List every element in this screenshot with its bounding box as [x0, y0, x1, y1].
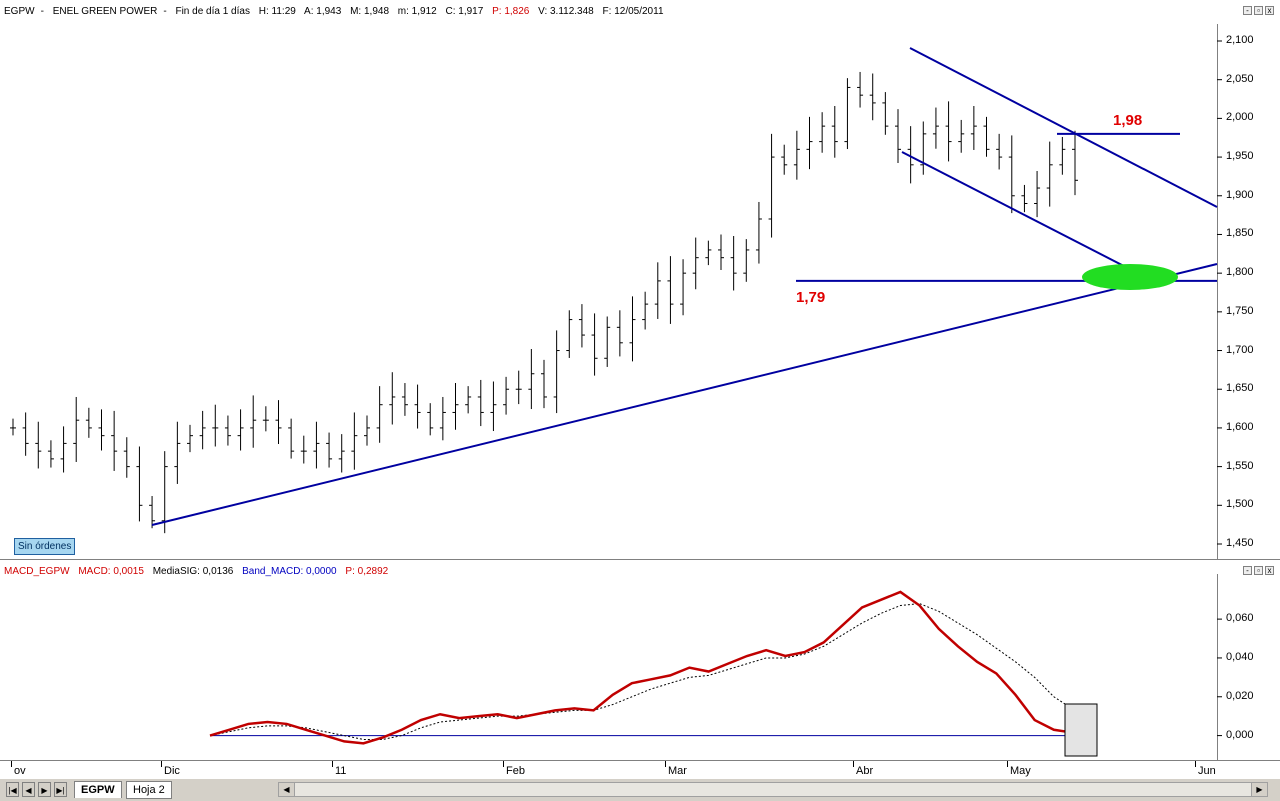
- date-axis: ov Dic 11 Feb Mar Abr May Jun: [0, 760, 1280, 779]
- price-tick-label: 2,000: [1226, 111, 1254, 124]
- date-tick-mark: [503, 761, 504, 767]
- header-symbol: EGPW: [4, 6, 35, 17]
- highlight-ellipse: [1082, 264, 1178, 290]
- date-tick-mark: [11, 761, 12, 767]
- upper-channel-line: [909, 47, 1218, 208]
- macd-band: Band_MACD: 0,0000: [242, 566, 337, 577]
- date-tick-mark: [1195, 761, 1196, 767]
- header-name: ENEL GREEN POWER: [52, 6, 158, 17]
- header-p: P: 1,826: [492, 6, 530, 17]
- price-tick-label: 2,100: [1226, 34, 1254, 46]
- macd-tick-label: 0,040: [1226, 650, 1254, 663]
- macd-tick-label: 0,000: [1226, 728, 1254, 741]
- header-v: V: 3.112.348: [538, 6, 594, 17]
- macd-line: [209, 590, 1074, 745]
- scroll-right-icon[interactable]: ▶: [1251, 783, 1267, 796]
- price-tick-label: 1,850: [1226, 227, 1254, 240]
- date-tick-label: ov: [14, 765, 26, 777]
- horizontal-scrollbar[interactable]: ◀ ▶: [278, 782, 1268, 797]
- last-sheet-button[interactable]: ▶|: [54, 782, 67, 797]
- macd-tick-label: 0,020: [1226, 689, 1254, 702]
- date-tick-label: May: [1010, 765, 1031, 777]
- tab-hoja-2[interactable]: Hoja 2: [126, 781, 172, 799]
- price-tick-label: 1,900: [1226, 188, 1254, 201]
- header-a: A: 1,943: [304, 6, 342, 17]
- price-chart-pane[interactable]: EGPW - ENEL GREEN POWER - Fin de día 1 día…: [0, 0, 1280, 560]
- price-axis-divider: [1217, 24, 1218, 560]
- macd-close-button[interactable]: x: [1265, 566, 1274, 575]
- price-tick-label: 1,500: [1226, 498, 1254, 511]
- macd-media: MediaSIG: 0,0136: [152, 566, 234, 577]
- macd-p: P: 0,2892: [345, 566, 389, 577]
- sin-ordenes-button[interactable]: Sin órdenes: [14, 538, 76, 555]
- date-tick-label: Jun: [1198, 765, 1216, 777]
- macd-chart-pane[interactable]: MACD_EGPW MACD: 0,0015 MediaSIG: 0,0136 …: [0, 560, 1280, 760]
- level-low-label: 1,79: [796, 289, 825, 306]
- macd-value: MACD: 0,0015: [78, 566, 144, 577]
- date-tick-label: Abr: [856, 765, 874, 777]
- header-period: Fin de día 1 días: [175, 6, 250, 17]
- price-tick-label: 1,550: [1226, 459, 1254, 472]
- macd-minimize-button[interactable]: -: [1243, 566, 1252, 575]
- scroll-left-icon[interactable]: ◀: [279, 783, 295, 796]
- macd-restore-button[interactable]: ▫: [1254, 566, 1263, 575]
- date-tick-mark: [161, 761, 162, 767]
- next-sheet-button[interactable]: ▶: [38, 782, 51, 797]
- macd-signal-line: [209, 603, 1074, 740]
- header-m: M: 1,948: [350, 6, 390, 17]
- prev-sheet-button[interactable]: ◀: [22, 782, 35, 797]
- header-min: m: 1,912: [397, 6, 437, 17]
- macd-window-buttons: - ▫ x: [1243, 566, 1274, 575]
- header-f: F: 12/05/2011: [602, 6, 664, 17]
- price-tick-label: 1,600: [1226, 420, 1254, 433]
- date-tick-mark: [1007, 761, 1008, 767]
- price-header: EGPW - ENEL GREEN POWER - Fin de día 1 día…: [4, 6, 664, 17]
- header-h: H: 11:29: [258, 6, 296, 17]
- macd-chart-svg: [209, 590, 1222, 757]
- price-tick-label: 1,950: [1226, 150, 1254, 163]
- macd-selection-box: [1064, 703, 1098, 757]
- price-tick-label: 1,450: [1226, 537, 1254, 549]
- header-c: C: 1,917: [445, 6, 484, 17]
- price-tick-label: 1,800: [1226, 266, 1254, 279]
- macd-name: MACD_EGPW: [4, 566, 70, 577]
- price-chart-svg: 1,98 1,79: [10, 40, 1222, 545]
- date-tick-label: Feb: [506, 765, 525, 777]
- price-tick-label: 1,700: [1226, 343, 1254, 356]
- price-tick-label: 2,050: [1226, 72, 1254, 85]
- lower-channel-line: [901, 151, 1156, 283]
- restore-button[interactable]: ▫: [1254, 6, 1263, 15]
- close-button[interactable]: x: [1265, 6, 1274, 15]
- date-tick-mark: [853, 761, 854, 767]
- price-tick-label: 1,650: [1226, 382, 1254, 395]
- tab-egpw[interactable]: EGPW: [74, 781, 122, 798]
- macd-header: MACD_EGPW MACD: 0,0015 MediaSIG: 0,0136 …: [0, 560, 1280, 584]
- macd-tick-label: 0,060: [1226, 612, 1254, 625]
- date-tick-mark: [332, 761, 333, 767]
- date-tick-label: Mar: [668, 765, 687, 777]
- date-tick-label: Dic: [164, 765, 180, 777]
- date-tick-label: 11: [335, 765, 347, 777]
- date-tick-mark: [665, 761, 666, 767]
- sheet-tab-bar: |◀ ◀ ▶ ▶| EGPW Hoja 2 ◀ ▶: [0, 778, 1280, 801]
- first-sheet-button[interactable]: |◀: [6, 782, 19, 797]
- macd-axis-divider: [1217, 574, 1218, 760]
- price-window-buttons: - ▫ x: [1243, 6, 1274, 15]
- minimize-button[interactable]: -: [1243, 6, 1252, 15]
- price-tick-label: 1,750: [1226, 304, 1254, 317]
- uptrend-line: [151, 263, 1218, 526]
- level-high-label: 1,98: [1113, 112, 1142, 129]
